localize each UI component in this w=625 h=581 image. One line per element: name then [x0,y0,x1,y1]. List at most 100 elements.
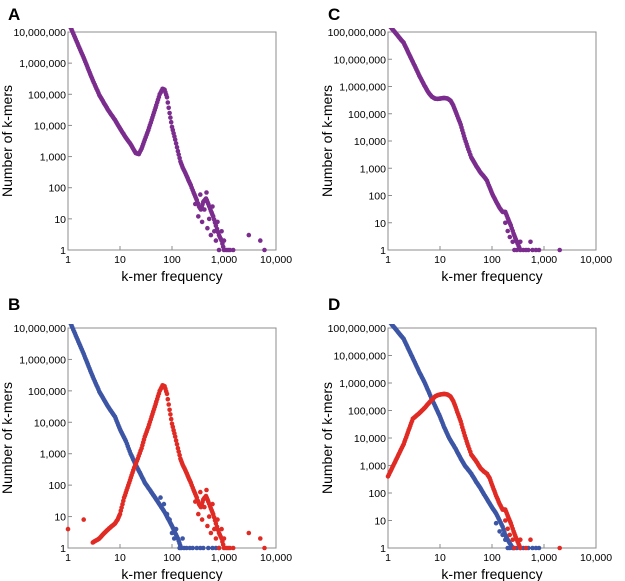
data-point [161,501,167,507]
x-tick-label: 10,000 [260,254,292,266]
data-point [518,537,523,542]
data-point [208,232,214,238]
y-axis-title: Number of k-mers [0,382,15,494]
data-point [174,442,180,447]
data-point [227,247,233,253]
data-point [518,545,523,551]
data-point [528,537,533,542]
x-tick-label: 100 [163,552,181,564]
data-point [168,416,174,422]
data-point [180,536,185,541]
y-tick-label: 100,000 [28,89,66,101]
data-point [262,545,267,551]
data-point [213,536,219,541]
data-point [536,545,542,551]
x-tick-label: 10,000 [580,552,612,564]
data-point [219,526,224,532]
x-tick-label: 1,000 [211,552,237,564]
data-point [557,247,562,253]
data-point [165,100,171,105]
data-point [184,545,189,551]
data-point [215,517,220,522]
y-tick-label: 100,000,000 [328,27,387,39]
data-point [172,137,178,142]
plot-frame [387,327,597,549]
data-point [199,219,205,225]
data-point [510,537,515,542]
data-point [221,238,227,243]
data-point [387,319,392,324]
data-point [262,247,267,253]
x-tick-label: 100 [483,552,501,564]
y-tick-label: 1,000 [360,163,386,175]
panel-letter: A [8,5,20,24]
x-axis-title: k-mer frequency [441,268,542,284]
data-point [503,518,508,523]
series-1 [386,317,542,551]
data-point [386,317,391,322]
x-axis-title: k-mer frequency [121,268,222,284]
data-point [205,523,210,529]
x-tick-label: 10 [114,552,126,564]
y-tick-label: 10 [374,516,386,528]
panel-a: A 1 10 100 1,000 10,000 1 10 100 1,000 10,000 100,0… [0,5,292,284]
data-point [167,407,172,413]
x-tick-label: 10,000 [260,552,292,564]
y-tick-label: 1 [380,245,386,257]
y-tick-label: 10,000,000 [333,351,386,363]
data-point [173,526,179,532]
data-point [507,234,513,240]
data-point [171,536,177,541]
data-point [206,216,212,222]
panel-letter: B [8,295,20,314]
data-point [212,526,217,532]
plot-frame [67,31,277,251]
data-point [536,247,542,253]
data-point [210,545,215,551]
data-point [198,489,203,495]
data-point [177,545,182,551]
data-point [198,192,203,197]
data-point [190,545,195,551]
x-axis-title: k-mer frequency [121,566,222,581]
data-point [387,23,392,28]
data-point [213,238,219,243]
data-point [219,229,224,234]
y-tick-label: 10,000,000 [333,54,386,66]
data-point [388,28,391,29]
y-axis-title: Number of k-mers [319,382,335,494]
y-tick-label: 10,000 [34,417,66,429]
data-point [177,452,182,458]
data-point [164,95,170,100]
data-point [514,247,520,253]
data-point [202,504,207,510]
x-tick-label: 1,000 [211,254,237,266]
y-tick-label: 1,000,000 [339,378,386,390]
series-1 [387,23,562,253]
y-tick-label: 10,000,000 [13,27,66,39]
x-tick-label: 10 [434,552,446,564]
data-point [172,434,178,439]
data-point [196,511,201,517]
y-tick-label: 10 [54,214,66,226]
data-point [176,449,181,454]
data-point [212,229,217,234]
data-point [497,529,502,534]
data-point [167,110,172,116]
data-point [216,545,222,551]
data-point [505,228,511,234]
y-tick-label: 10,000 [34,120,66,132]
data-point [205,225,210,231]
data-point [258,536,263,541]
data-point [215,219,220,225]
data-point [246,530,252,536]
data-point [67,317,72,322]
x-tick-label: 1 [385,552,391,564]
data-point [164,391,170,397]
series-1 [67,317,222,551]
data-point [206,514,212,519]
x-tick-label: 1,000 [531,552,557,564]
data-point [165,396,171,402]
data-point [201,545,206,551]
data-point [503,220,508,226]
